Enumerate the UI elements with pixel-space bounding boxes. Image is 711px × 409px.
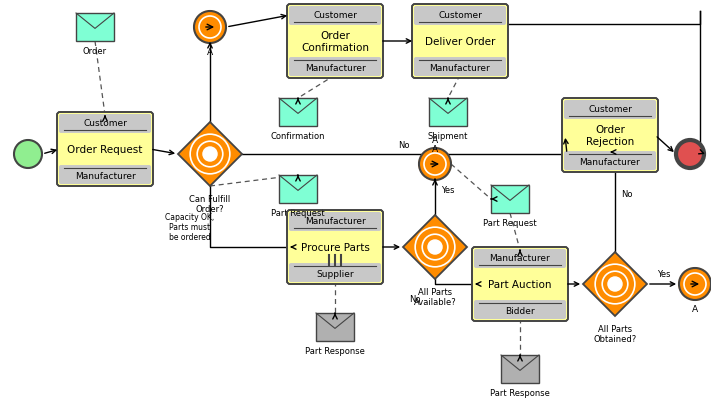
FancyBboxPatch shape	[564, 101, 656, 120]
Text: Confirmation: Confirmation	[271, 132, 325, 141]
Text: A: A	[692, 304, 698, 313]
FancyBboxPatch shape	[562, 99, 658, 173]
Bar	[501, 355, 539, 383]
Text: Manufacturer: Manufacturer	[304, 64, 365, 73]
Text: Manufacturer: Manufacturer	[490, 253, 550, 262]
Text: Manufacturer: Manufacturer	[304, 216, 365, 225]
FancyBboxPatch shape	[287, 5, 383, 79]
Bar	[316, 313, 354, 341]
FancyBboxPatch shape	[59, 115, 151, 134]
Text: All Parts
Obtained?: All Parts Obtained?	[594, 324, 636, 344]
FancyBboxPatch shape	[287, 211, 383, 284]
Text: No: No	[410, 294, 421, 303]
Text: Deliver Order: Deliver Order	[424, 37, 495, 47]
Text: Can Fulfill
Order?: Can Fulfill Order?	[189, 195, 230, 214]
FancyBboxPatch shape	[564, 152, 656, 171]
FancyBboxPatch shape	[289, 263, 381, 282]
Text: Order Request: Order Request	[68, 145, 143, 155]
Text: Part Response: Part Response	[305, 346, 365, 355]
Bar	[429, 99, 467, 127]
Bar	[76, 14, 114, 42]
Text: Part Response: Part Response	[490, 388, 550, 397]
FancyBboxPatch shape	[59, 166, 151, 184]
Text: Yes: Yes	[441, 186, 454, 195]
Polygon shape	[178, 123, 242, 187]
Text: No: No	[621, 189, 633, 198]
Text: Procure Parts: Procure Parts	[301, 243, 370, 252]
Text: All Parts
Available?: All Parts Available?	[414, 287, 456, 307]
Circle shape	[14, 141, 42, 169]
Circle shape	[428, 240, 442, 254]
Text: Capacity OK,
Parts must
be ordered: Capacity OK, Parts must be ordered	[166, 212, 215, 242]
Text: Part Request: Part Request	[483, 218, 537, 227]
Text: Part Auction: Part Auction	[488, 279, 552, 289]
FancyBboxPatch shape	[57, 113, 153, 187]
Text: Order: Order	[83, 47, 107, 56]
Text: Customer: Customer	[588, 105, 632, 114]
Text: A: A	[432, 145, 438, 154]
Circle shape	[679, 268, 711, 300]
Circle shape	[194, 12, 226, 44]
FancyBboxPatch shape	[414, 7, 506, 26]
Text: Customer: Customer	[83, 119, 127, 128]
Bar	[279, 99, 317, 127]
Text: Order
Rejection: Order Rejection	[586, 125, 634, 146]
Text: Bidder: Bidder	[506, 306, 535, 315]
FancyBboxPatch shape	[289, 213, 381, 231]
Bar	[279, 175, 317, 204]
Text: A: A	[432, 136, 438, 145]
Circle shape	[608, 277, 622, 291]
FancyBboxPatch shape	[412, 5, 508, 79]
Text: Order
Confirmation: Order Confirmation	[301, 31, 369, 53]
Text: Customer: Customer	[438, 11, 482, 20]
Text: A: A	[207, 48, 213, 57]
FancyBboxPatch shape	[289, 7, 381, 26]
FancyBboxPatch shape	[414, 58, 506, 77]
Bar	[491, 186, 529, 213]
Text: Yes: Yes	[657, 270, 670, 278]
FancyBboxPatch shape	[472, 247, 568, 321]
Polygon shape	[583, 252, 647, 316]
Text: Manufacturer: Manufacturer	[429, 64, 491, 73]
Text: Shipment: Shipment	[428, 132, 468, 141]
Text: Part Request: Part Request	[271, 209, 325, 218]
FancyBboxPatch shape	[289, 58, 381, 77]
Text: No: No	[397, 141, 410, 150]
Polygon shape	[403, 216, 467, 279]
Circle shape	[419, 148, 451, 180]
Text: Manufacturer: Manufacturer	[75, 172, 135, 181]
FancyBboxPatch shape	[474, 249, 566, 268]
FancyBboxPatch shape	[474, 300, 566, 319]
Circle shape	[203, 148, 217, 162]
Text: Customer: Customer	[313, 11, 357, 20]
Text: Manufacturer: Manufacturer	[579, 157, 641, 166]
Text: Supplier: Supplier	[316, 270, 354, 279]
Circle shape	[676, 141, 704, 169]
